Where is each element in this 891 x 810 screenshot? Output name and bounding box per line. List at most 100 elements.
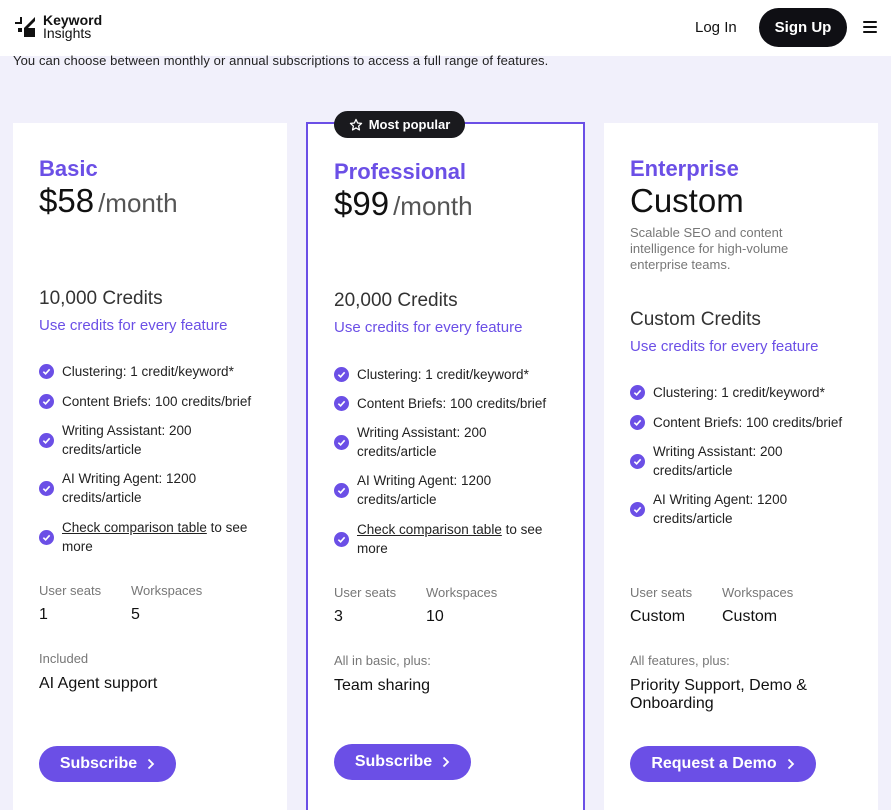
feature-item: AI Writing Agent: 1200 credits/article [630, 490, 820, 528]
feature-text: AI Writing Agent: 1200 credits/article [653, 492, 788, 526]
feature-item: Clustering: 1 credit/keyword* [39, 362, 279, 381]
plan-name: Professional [334, 159, 467, 184]
included-label: All in basic, plus: [334, 653, 431, 668]
feature-text: Clustering: 1 credit/keyword* [357, 367, 529, 382]
feature-text: Content Briefs: 100 credits/brief [62, 394, 252, 409]
feature-item: AI Writing Agent: 1200 credits/article [334, 471, 524, 509]
cta-label: Subscribe [59, 755, 138, 772]
check-icon [630, 453, 645, 469]
plan-price: Custom [630, 182, 744, 219]
check-icon [334, 482, 349, 498]
user-seats-value: Custom [630, 608, 686, 625]
credits-amount: Custom Credits [630, 309, 761, 330]
plan-card-enterprise [604, 123, 878, 810]
chevron-right-icon [148, 758, 155, 770]
included-label: All features, plus: [630, 653, 730, 668]
feature-item: Clustering: 1 credit/keyword* [334, 365, 574, 384]
pricing-subtitle: You can choose between monthly or annual… [13, 53, 549, 68]
comparison-table-link[interactable]: Check comparison table [62, 520, 207, 535]
hamburger-menu-icon[interactable] [863, 21, 877, 33]
check-icon [630, 385, 645, 400]
most-popular-badge: Most popular [334, 111, 465, 138]
check-icon [39, 394, 54, 409]
feature-text: Clustering: 1 credit/keyword* [62, 364, 234, 379]
feature-item: AI Writing Agent: 1200 credits/article [39, 469, 229, 507]
check-icon [334, 367, 349, 382]
plan-price: $58/month [39, 182, 178, 220]
user-seats-value: 3 [334, 608, 343, 625]
cta-label: Request a Demo [651, 755, 777, 772]
logo-line-1: Keyword [43, 12, 103, 28]
workspaces-value: 5 [131, 606, 140, 623]
price-period: /month [98, 188, 178, 218]
credits-subtitle: Use credits for every feature [630, 338, 819, 355]
check-icon [630, 415, 645, 430]
feature-item: Check comparison table to see more [334, 520, 564, 558]
credits-amount: 10,000 Credits [39, 288, 163, 309]
credits-subtitle: Use credits for every feature [39, 317, 228, 334]
check-icon [630, 501, 645, 517]
plan-card-professional [306, 122, 585, 810]
signup-button[interactable]: Sign Up [759, 8, 847, 47]
check-icon [39, 364, 54, 379]
price-amount: $99 [334, 185, 390, 222]
feature-item: Content Briefs: 100 credits/brief [334, 394, 574, 413]
plan-description: Scalable SEO and content intelligence fo… [630, 225, 789, 272]
feature-item: Writing Assistant: 200 credits/article [630, 442, 820, 480]
included-value: Priority Support, Demo & Onboarding [630, 677, 807, 712]
price-amount: $58 [39, 182, 95, 219]
workspaces-value: 10 [426, 608, 444, 625]
included-value: Team sharing [334, 677, 431, 694]
request-demo-button[interactable]: Request a Demo [630, 746, 816, 782]
top-navigation-bar: Keyword Insights Log In Sign Up [0, 0, 891, 56]
workspaces-value: Custom [722, 608, 778, 625]
feature-item: Check comparison table to see more [39, 518, 269, 556]
logo-text: Keyword Insights [43, 12, 103, 41]
check-icon [334, 531, 349, 547]
user-seats-label: User seats [334, 585, 397, 600]
check-icon [334, 434, 349, 450]
feature-text: Writing Assistant: 200 credits/article [653, 444, 783, 478]
check-icon [39, 480, 54, 496]
feature-text: Content Briefs: 100 credits/brief [653, 415, 843, 430]
workspaces-label: Workspaces [131, 583, 203, 598]
feature-item: Content Briefs: 100 credits/brief [39, 392, 279, 411]
user-seats-value: 1 [39, 606, 48, 623]
check-icon [39, 529, 54, 545]
check-icon [39, 432, 54, 448]
credits-amount: 20,000 Credits [334, 290, 458, 311]
logo-line-2: Insights [43, 25, 92, 41]
workspaces-label: Workspaces [426, 585, 498, 600]
badge-label: Most popular [368, 117, 451, 132]
feature-text: AI Writing Agent: 1200 credits/article [62, 471, 197, 505]
chevron-right-icon [787, 758, 794, 770]
subscribe-button-basic[interactable]: Subscribe [39, 746, 176, 782]
feature-text: Writing Assistant: 200 credits/article [62, 423, 192, 457]
chevron-right-icon [443, 756, 450, 768]
included-label: Included [39, 651, 89, 666]
comparison-table-link[interactable]: Check comparison table [357, 522, 502, 537]
feature-item: Writing Assistant: 200 credits/article [39, 421, 229, 459]
workspaces-label: Workspaces [722, 585, 794, 600]
feature-text: Clustering: 1 credit/keyword* [653, 385, 825, 400]
plan-name: Basic [39, 156, 98, 181]
feature-item: Clustering: 1 credit/keyword* [630, 383, 870, 402]
check-icon [334, 396, 349, 411]
user-seats-label: User seats [630, 585, 693, 600]
cta-label: Subscribe [354, 753, 433, 770]
feature-text: AI Writing Agent: 1200 credits/article [357, 473, 492, 507]
price-period: /month [393, 191, 473, 221]
subscribe-button-professional[interactable]: Subscribe [334, 744, 471, 780]
feature-text: Writing Assistant: 200 credits/article [357, 425, 487, 459]
plan-name: Enterprise [630, 156, 739, 181]
plan-card-basic [13, 123, 287, 810]
keyword-insights-logo-icon [15, 17, 35, 37]
compare-text: Check comparison table to see more [62, 520, 248, 554]
star-icon [349, 118, 362, 131]
user-seats-label: User seats [39, 583, 102, 598]
login-link[interactable]: Log In [695, 19, 737, 36]
plan-price: $99/month [334, 185, 473, 223]
feature-item: Content Briefs: 100 credits/brief [630, 413, 870, 432]
compare-text: Check comparison table to see more [357, 522, 543, 556]
logo[interactable]: Keyword Insights [13, 12, 103, 41]
